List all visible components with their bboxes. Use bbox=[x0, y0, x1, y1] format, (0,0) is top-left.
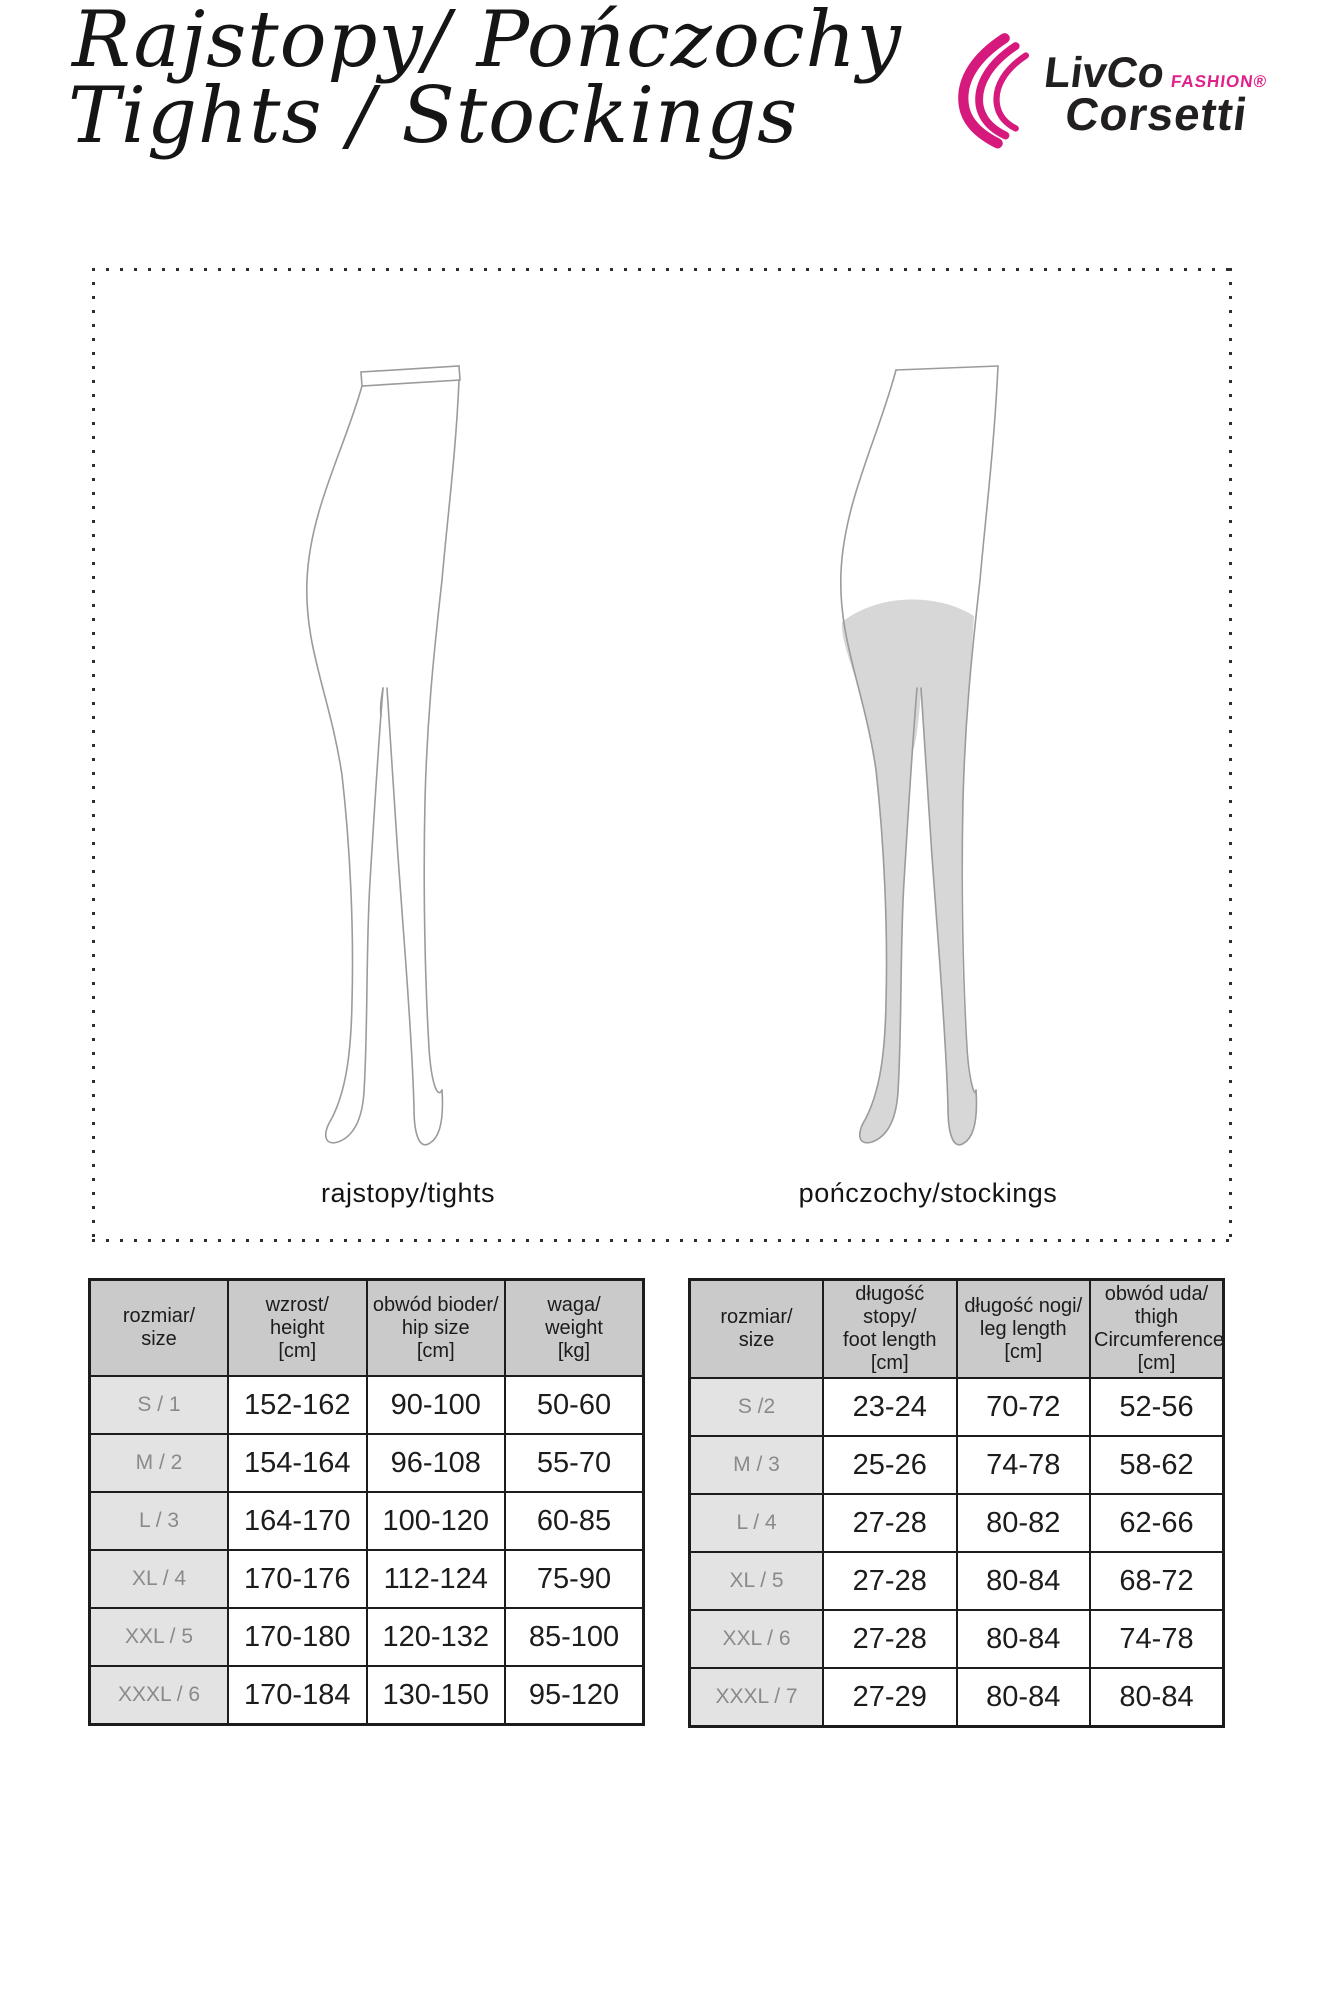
value-cell: 154-164 bbox=[227, 1433, 368, 1493]
value-cell: 100-120 bbox=[365, 1491, 506, 1551]
tights-drawing bbox=[305, 365, 461, 1146]
value-cell: 85-100 bbox=[504, 1607, 645, 1667]
value-cell: 170-180 bbox=[227, 1607, 368, 1667]
value-cell: 68-72 bbox=[1089, 1551, 1225, 1611]
page-title: Rajstopy/ Pończochy Tights / Stockings bbox=[68, 0, 902, 156]
logo-text: LivCo FASHION® Corsetti bbox=[1037, 49, 1271, 140]
value-cell: 80-82 bbox=[955, 1493, 1091, 1553]
value-cell: 164-170 bbox=[227, 1491, 368, 1551]
size-cell: S /2 bbox=[688, 1377, 824, 1437]
page-title-line2: Tights / Stockings bbox=[68, 71, 799, 162]
value-cell: 70-72 bbox=[955, 1377, 1091, 1437]
logo-swoosh-icon bbox=[958, 33, 1030, 149]
value-cell: 27-28 bbox=[822, 1551, 958, 1611]
value-cell: 95-120 bbox=[504, 1665, 645, 1726]
table-row: XXXL / 7 27-29 80-84 80-84 bbox=[688, 1667, 1225, 1728]
value-cell: 90-100 bbox=[365, 1375, 506, 1435]
table-row: XL / 5 27-28 80-84 68-72 bbox=[688, 1551, 1225, 1611]
value-cell: 27-28 bbox=[822, 1609, 958, 1669]
value-cell: 52-56 bbox=[1089, 1377, 1225, 1437]
size-cell: XXXL / 7 bbox=[688, 1667, 824, 1728]
size-cell: L / 4 bbox=[688, 1493, 824, 1553]
size-cell: S / 1 bbox=[88, 1375, 229, 1435]
table-row: L / 4 27-28 80-82 62-66 bbox=[688, 1493, 1225, 1553]
table-row: XXXL / 6 170-184 130-150 95-120 bbox=[88, 1665, 645, 1726]
value-cell: 60-85 bbox=[504, 1491, 645, 1551]
table-row: XXL / 6 27-28 80-84 74-78 bbox=[688, 1609, 1225, 1669]
header-row: rozmiar/ size wzrost/ height [cm] obwód bi… bbox=[88, 1278, 645, 1377]
table-row: M / 3 25-26 74-78 58-62 bbox=[688, 1435, 1225, 1495]
tights-caption: rajstopy/tights bbox=[320, 1178, 496, 1208]
value-cell: 112-124 bbox=[365, 1549, 506, 1609]
column-header: wzrost/ height [cm] bbox=[227, 1278, 368, 1377]
stocking-fill bbox=[841, 599, 977, 1146]
value-cell: 50-60 bbox=[504, 1375, 645, 1435]
value-cell: 170-184 bbox=[227, 1665, 368, 1726]
value-cell: 75-90 bbox=[504, 1549, 645, 1609]
value-cell: 74-78 bbox=[955, 1435, 1091, 1495]
column-header: rozmiar/ size bbox=[88, 1278, 229, 1377]
size-cell: XXXL / 6 bbox=[88, 1665, 229, 1726]
value-cell: 74-78 bbox=[1089, 1609, 1225, 1669]
size-cell: XXL / 5 bbox=[88, 1607, 229, 1667]
stockings-caption: pończochy/stockings bbox=[798, 1178, 1058, 1208]
figure-box bbox=[92, 268, 1232, 1242]
size-cell: M / 3 bbox=[688, 1435, 824, 1495]
brand-logo: LivCo FASHION® Corsetti bbox=[938, 26, 1268, 156]
column-header: obwód uda/ thigh Circumference [cm] bbox=[1089, 1278, 1225, 1379]
value-cell: 80-84 bbox=[1089, 1667, 1225, 1728]
value-cell: 27-29 bbox=[822, 1667, 958, 1728]
value-cell: 80-84 bbox=[955, 1667, 1091, 1728]
size-cell: L / 3 bbox=[88, 1491, 229, 1551]
column-header: rozmiar/ size bbox=[688, 1278, 824, 1379]
size-cell: XXL / 6 bbox=[688, 1609, 824, 1669]
stockings-size-table: rozmiar/ size długość stopy/ foot length … bbox=[688, 1278, 1225, 1728]
tights-size-table: rozmiar/ size wzrost/ height [cm] obwód bi… bbox=[88, 1278, 645, 1726]
table-row: S / 1 152-162 90-100 50-60 bbox=[88, 1375, 645, 1435]
value-cell: 62-66 bbox=[1089, 1493, 1225, 1553]
stockings-drawing bbox=[839, 365, 999, 1146]
table-row: L / 3 164-170 100-120 60-85 bbox=[88, 1491, 645, 1551]
size-cell: XL / 5 bbox=[688, 1551, 824, 1611]
value-cell: 130-150 bbox=[365, 1665, 506, 1726]
value-cell: 25-26 bbox=[822, 1435, 958, 1495]
column-header: waga/ weight [kg] bbox=[504, 1278, 645, 1377]
value-cell: 96-108 bbox=[365, 1433, 506, 1493]
size-cell: XL / 4 bbox=[88, 1549, 229, 1609]
column-header: długość nogi/ leg length [cm] bbox=[955, 1278, 1091, 1379]
value-cell: 27-28 bbox=[822, 1493, 958, 1553]
column-header: obwód bioder/ hip size [cm] bbox=[365, 1278, 506, 1377]
value-cell: 55-70 bbox=[504, 1433, 645, 1493]
value-cell: 120-132 bbox=[365, 1607, 506, 1667]
value-cell: 80-84 bbox=[955, 1551, 1091, 1611]
column-header: długość stopy/ foot length [cm] bbox=[822, 1278, 958, 1379]
page-title-line1: Rajstopy/ Pończochy bbox=[72, 0, 902, 85]
value-cell: 80-84 bbox=[955, 1609, 1091, 1669]
header-row: rozmiar/ size długość stopy/ foot length … bbox=[688, 1278, 1225, 1379]
value-cell: 170-176 bbox=[227, 1549, 368, 1609]
value-cell: 152-162 bbox=[227, 1375, 368, 1435]
table-row: S /2 23-24 70-72 52-56 bbox=[688, 1377, 1225, 1437]
table-row: XL / 4 170-176 112-124 75-90 bbox=[88, 1549, 645, 1609]
size-cell: M / 2 bbox=[88, 1433, 229, 1493]
value-cell: 23-24 bbox=[822, 1377, 958, 1437]
table-row: M / 2 154-164 96-108 55-70 bbox=[88, 1433, 645, 1493]
value-cell: 58-62 bbox=[1089, 1435, 1225, 1495]
brand-name-second: Corsetti bbox=[1062, 88, 1251, 140]
table-row: XXL / 5 170-180 120-132 85-100 bbox=[88, 1607, 645, 1667]
